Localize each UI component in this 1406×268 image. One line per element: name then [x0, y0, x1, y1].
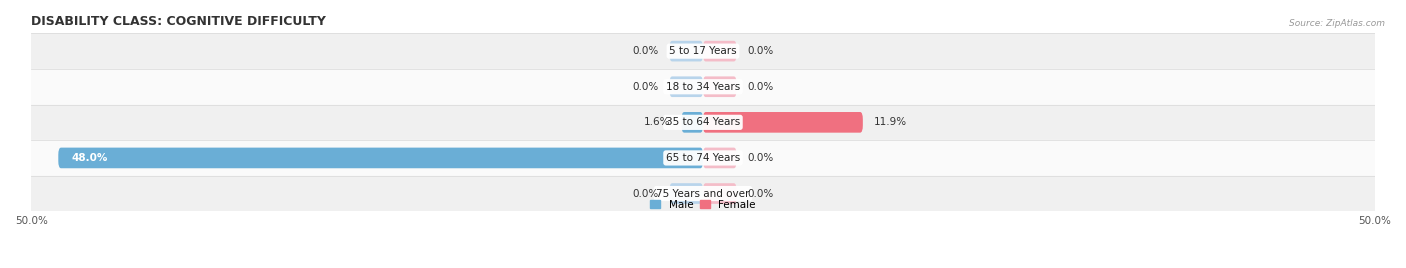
Text: 5 to 17 Years: 5 to 17 Years — [669, 46, 737, 56]
Bar — [31, 105, 1375, 140]
Text: 48.0%: 48.0% — [72, 153, 108, 163]
Text: 0.0%: 0.0% — [748, 82, 773, 92]
FancyBboxPatch shape — [703, 183, 737, 204]
Text: DISABILITY CLASS: COGNITIVE DIFFICULTY: DISABILITY CLASS: COGNITIVE DIFFICULTY — [31, 15, 326, 28]
Text: 0.0%: 0.0% — [748, 189, 773, 199]
FancyBboxPatch shape — [703, 76, 737, 97]
Text: 11.9%: 11.9% — [873, 117, 907, 127]
Text: 75 Years and over: 75 Years and over — [657, 189, 749, 199]
Text: 0.0%: 0.0% — [748, 153, 773, 163]
FancyBboxPatch shape — [58, 148, 703, 168]
Text: 65 to 74 Years: 65 to 74 Years — [666, 153, 740, 163]
Legend: Male, Female: Male, Female — [650, 200, 756, 210]
Text: 0.0%: 0.0% — [748, 46, 773, 56]
Bar — [31, 33, 1375, 69]
FancyBboxPatch shape — [703, 112, 863, 133]
Text: 0.0%: 0.0% — [633, 46, 658, 56]
Text: 0.0%: 0.0% — [633, 189, 658, 199]
Text: 0.0%: 0.0% — [633, 82, 658, 92]
FancyBboxPatch shape — [682, 112, 703, 133]
Bar — [31, 176, 1375, 211]
FancyBboxPatch shape — [703, 41, 737, 61]
FancyBboxPatch shape — [669, 76, 703, 97]
Bar — [31, 140, 1375, 176]
FancyBboxPatch shape — [669, 41, 703, 61]
Bar — [31, 69, 1375, 105]
Text: 1.6%: 1.6% — [644, 117, 671, 127]
FancyBboxPatch shape — [669, 183, 703, 204]
FancyBboxPatch shape — [703, 148, 737, 168]
Text: 35 to 64 Years: 35 to 64 Years — [666, 117, 740, 127]
Text: 18 to 34 Years: 18 to 34 Years — [666, 82, 740, 92]
Text: Source: ZipAtlas.com: Source: ZipAtlas.com — [1289, 19, 1385, 28]
